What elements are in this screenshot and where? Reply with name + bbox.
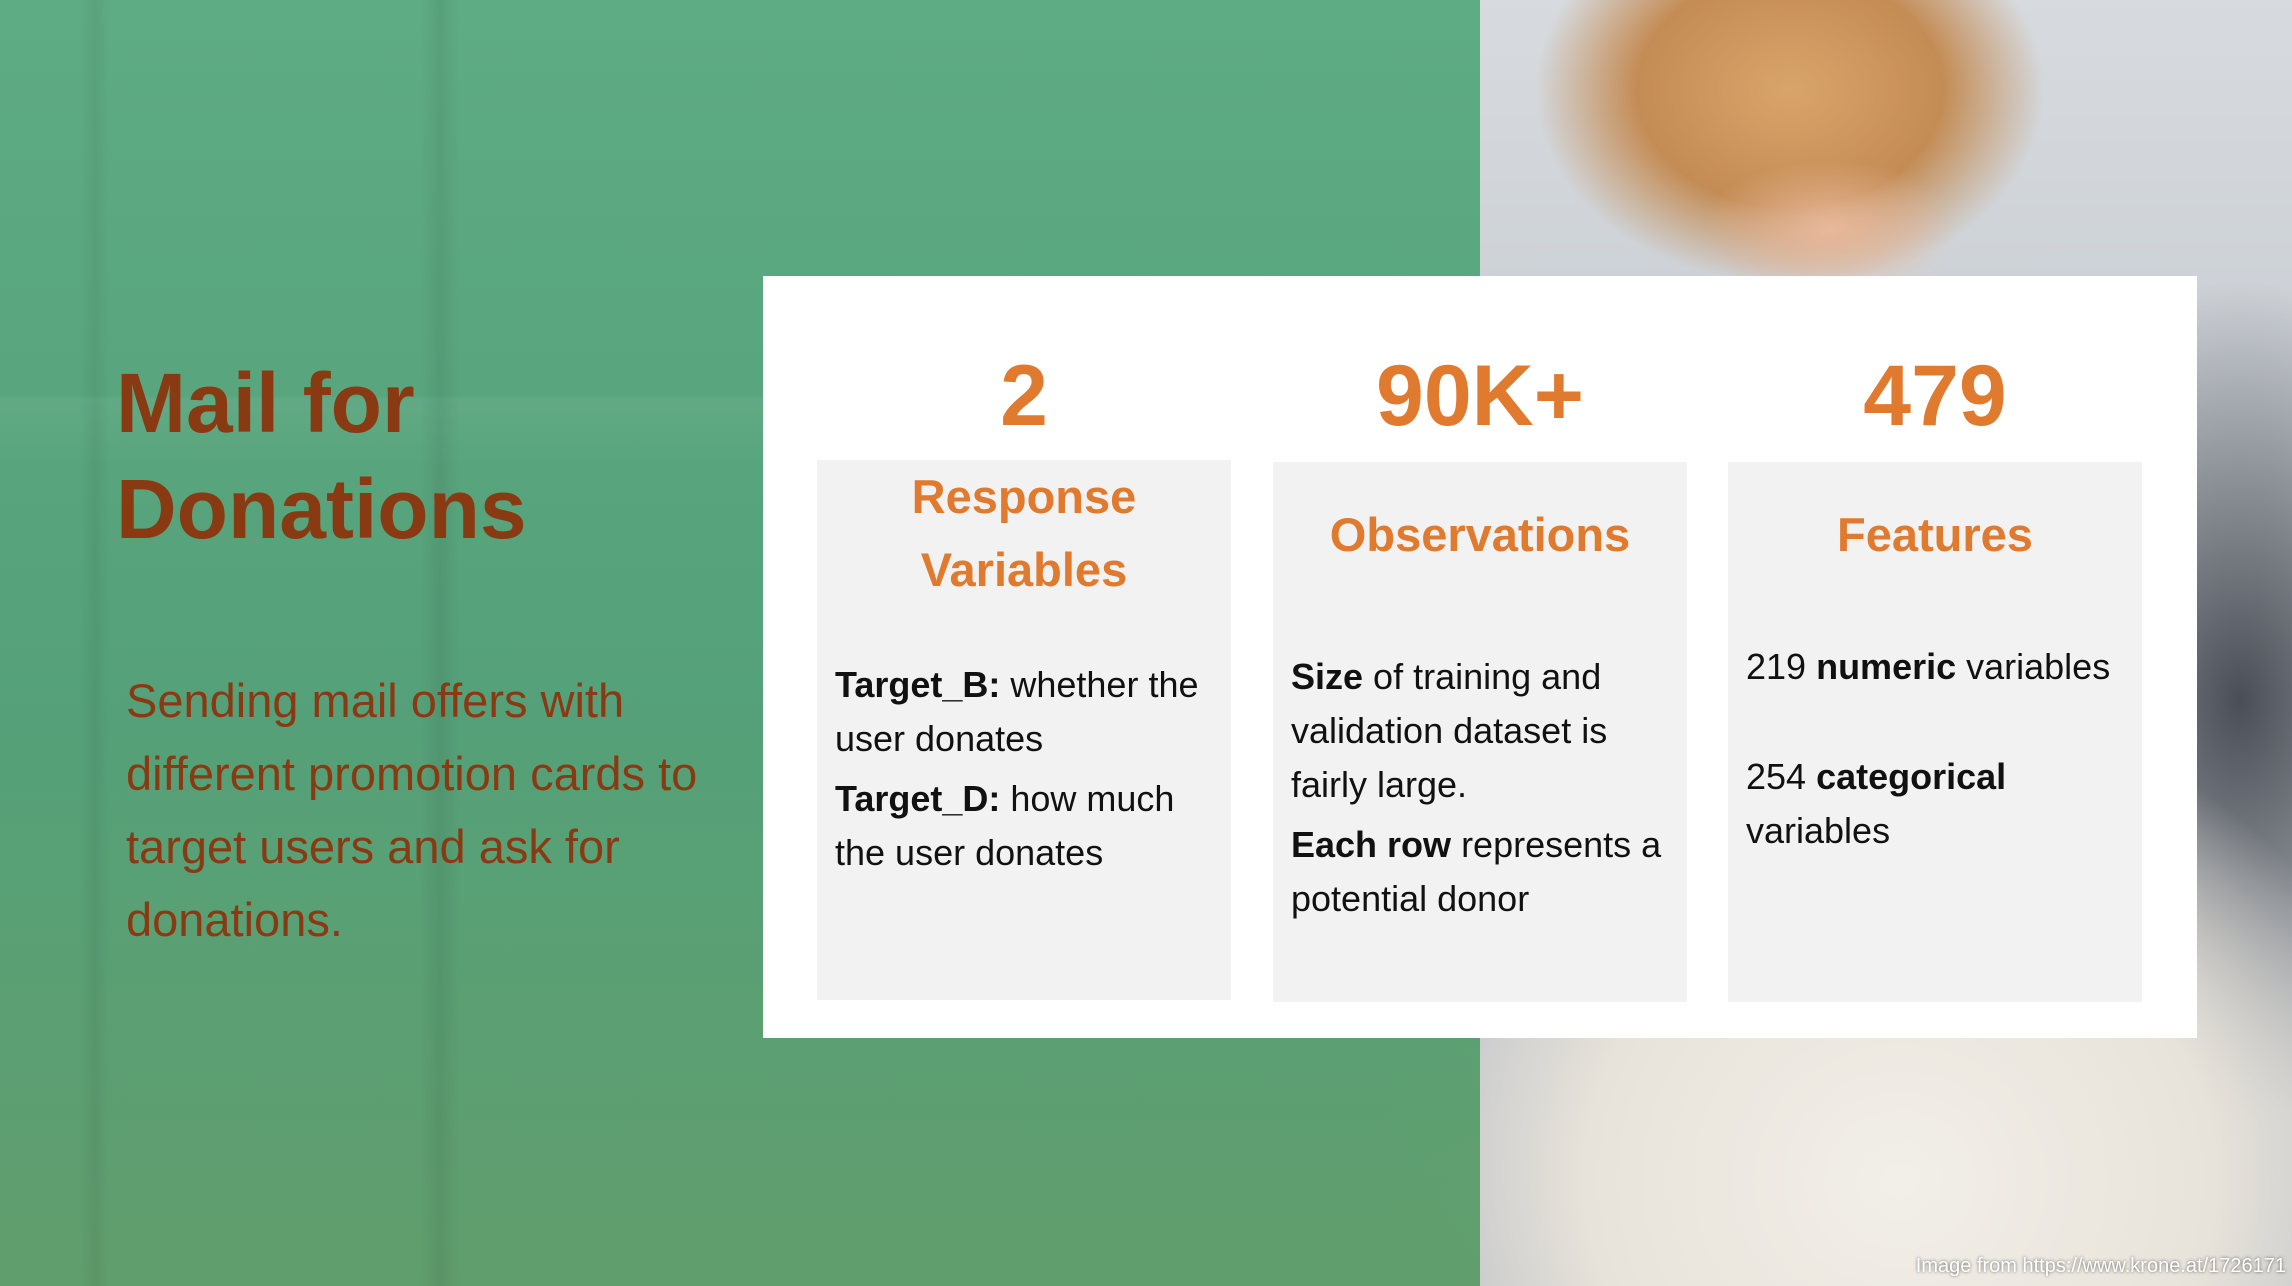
stat-item-bold: Target_B: [835,664,1001,705]
heading-line-1: Features [1837,508,2033,561]
title-line-2: Donations [116,462,527,556]
stat-heading: Observations [1273,498,1687,571]
stat-item-text: variables [1956,646,2111,687]
stat-body: Size of training and validation dataset … [1291,650,1675,926]
stat-item: Each row represents a potential donor [1291,818,1675,926]
stat-observations: 90K+ Observations Size of training and v… [1273,276,1687,1038]
stat-item-bold: numeric [1816,646,1957,687]
stat-item-text: variables [1746,810,1891,851]
stat-number: 479 [1863,348,2007,444]
heading-line-1: Response [911,470,1137,523]
stat-features: 479 Features 219 numeric variables 254 c… [1728,276,2142,1038]
stat-item: 219 numeric variables [1746,640,2130,694]
stat-body: Target_B: whether the user donates Targe… [835,658,1219,880]
heading-line-2: Variables [920,543,1128,596]
heading-line-1: Observations [1329,508,1631,561]
stat-number: 90K+ [1376,348,1584,444]
stat-item-bold: Target_D: [835,778,1001,819]
stat-item-text: how much the user donates [835,778,1175,873]
stat-item-text: whether the user donates [835,664,1199,759]
title-line-1: Mail for [116,356,415,450]
image-credit: Image from https://www.krone.at/1726171 [1915,1255,2286,1277]
stats-card: 2 Response Variables Target_B: whether t… [763,276,2197,1038]
stat-panel: Features 219 numeric variables 254 categ… [1728,462,2142,1002]
stat-heading: Features [1728,498,2142,571]
stat-item: Size of training and validation dataset … [1291,650,1675,812]
stat-item: 254 categorical variables [1746,750,2130,858]
stat-item-count: 254 [1746,756,1817,797]
slide-title: Mail for Donations [116,350,527,562]
stat-item: Target_B: whether the user donates [835,658,1219,766]
stat-response-variables: 2 Response Variables Target_B: whether t… [817,276,1231,1038]
stat-item-text: represents a potential donor [1291,824,1662,919]
stat-item-bold: Size [1291,656,1364,697]
stat-body: 219 numeric variables 254 categorical va… [1746,640,2130,858]
stat-item: Target_D: how much the user donates [835,772,1219,880]
stat-panel: Response Variables Target_B: whether the… [817,460,1231,1000]
stat-heading: Response Variables [817,460,1231,606]
stat-panel: Observations Size of training and valida… [1273,462,1687,1002]
stat-item-bold: categorical [1816,756,2007,797]
stat-item-count: 219 [1746,646,1817,687]
stat-number: 2 [1000,348,1048,444]
stat-item-text: of training and validation dataset is fa… [1291,656,1608,805]
slide-description: Sending mail offers with different promo… [126,674,698,946]
stat-item-bold: Each row [1291,824,1452,865]
